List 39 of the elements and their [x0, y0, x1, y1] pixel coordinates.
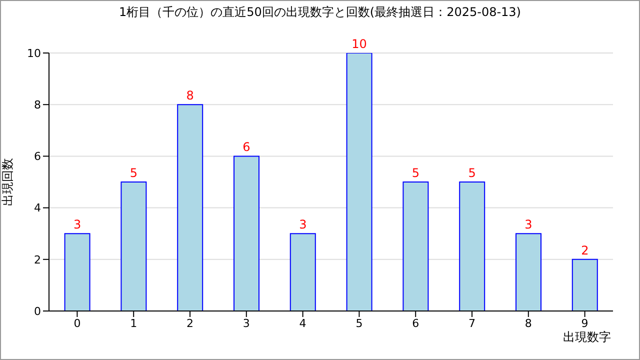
bar [64, 233, 90, 311]
x-tick-label: 1 [130, 316, 138, 330]
data-label: 8 [186, 88, 194, 103]
x-tick-label: 6 [412, 316, 420, 330]
x-tick-label: 2 [186, 316, 194, 330]
y-tick-label: 6 [34, 150, 41, 164]
data-label: 5 [130, 166, 138, 180]
y-axis-title: 出現回数 [0, 158, 14, 206]
x-tick-label: 9 [581, 316, 588, 330]
data-label: 3 [524, 218, 532, 232]
bar [233, 156, 260, 311]
y-tick-label: 4 [34, 202, 41, 215]
y-tick-label: 8 [34, 98, 41, 112]
data-label: 3 [299, 218, 307, 232]
y-tick-label: 0 [34, 304, 41, 318]
x-tick-label: 5 [356, 316, 363, 330]
data-label: 6 [242, 140, 250, 154]
x-tick-label: 4 [299, 316, 306, 330]
x-tick-label: 8 [524, 316, 532, 330]
bar [572, 258, 598, 311]
data-label: 5 [468, 166, 476, 180]
bar [120, 182, 147, 311]
x-tick-label: 0 [74, 316, 81, 330]
bar [402, 182, 429, 311]
x-axis-title: 出現数字 [563, 330, 611, 344]
bar [459, 182, 486, 311]
x-tick-label: 7 [468, 316, 476, 330]
chart-title: 1桁目（千の位）の直近50回の出現数字と回数(最終抽選日：2025-08-13) [118, 4, 522, 21]
y-tick-label: 10 [27, 46, 41, 60]
data-label: 5 [412, 166, 420, 180]
bar [346, 53, 372, 311]
bar [290, 233, 316, 311]
bar [515, 233, 542, 311]
bar [177, 104, 204, 311]
data-label: 10 [352, 37, 367, 51]
data-label: 2 [581, 243, 589, 258]
x-tick-label: 3 [242, 316, 250, 330]
y-tick-label: 2 [34, 253, 41, 266]
data-label: 3 [73, 218, 82, 232]
